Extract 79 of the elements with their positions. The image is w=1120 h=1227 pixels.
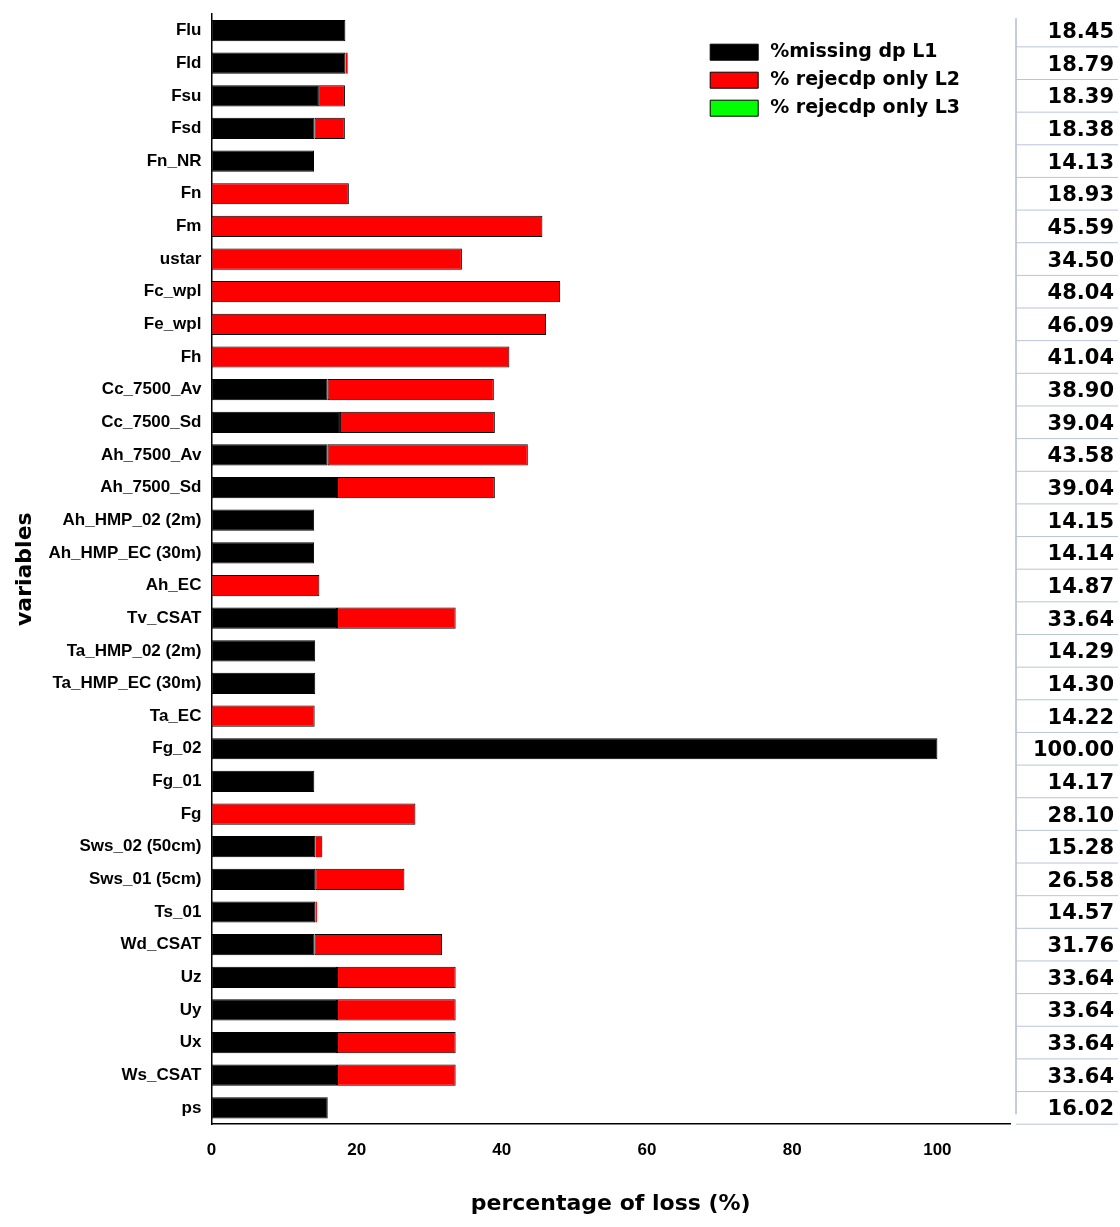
text: 33.64 [1047, 998, 1114, 1023]
y-tick-label: Fg_02 [152, 738, 202, 758]
y-tick-label: Fsu [171, 85, 202, 105]
y-tick-label: Ah_7500_Av [100, 444, 202, 464]
legend-label: %missing dp L1 [770, 39, 938, 62]
text: 18.45 [1047, 18, 1114, 43]
text: 14.29 [1047, 639, 1114, 664]
text: 18.39 [1047, 84, 1114, 109]
text: 15.28 [1047, 835, 1114, 860]
y-tick-label: Ta_HMP_02 (2m) [66, 640, 202, 660]
text: 39.04 [1047, 410, 1114, 435]
x-tick-label: 80 [782, 1140, 802, 1160]
y-tick-label: Fsd [171, 118, 202, 138]
y-tick-label: ustar [159, 248, 202, 268]
text: 33.64 [1047, 965, 1114, 990]
text: 14.87 [1047, 573, 1114, 598]
y-tick-label: Fn [180, 183, 202, 203]
y-tick-label: Ta_HMP_EC (30m) [52, 673, 202, 693]
text: 34.50 [1047, 247, 1114, 272]
y-tick-label: Sws_02 (50cm) [79, 836, 202, 856]
text: 18.38 [1047, 116, 1114, 141]
text: 16.02 [1047, 1096, 1114, 1121]
text: 14.30 [1047, 671, 1114, 696]
x-axis-title: percentage of loss (%) [470, 1189, 751, 1215]
text: 14.14 [1047, 541, 1114, 566]
y-tick-label: Uy [179, 999, 202, 1019]
x-tick-label: 100 [923, 1140, 952, 1160]
y-tick-label: Fg_01 [152, 771, 202, 791]
text: 48.04 [1047, 280, 1114, 305]
y-tick-label: Uz [180, 966, 202, 986]
y-tick-label: Ah_EC [145, 575, 202, 595]
x-tick-label: 0 [206, 1140, 217, 1160]
text: 14.13 [1047, 149, 1114, 174]
y-tick-label: Ta_EC [149, 705, 202, 725]
y-tick-label: Sws_01 (5cm) [88, 869, 202, 889]
legend-label: % rejecdp only L2 [770, 67, 961, 90]
text: 31.76 [1047, 933, 1114, 958]
text: 100.00 [1032, 737, 1114, 762]
y-tick-label: Fm [175, 216, 202, 236]
x-tick-label: 20 [347, 1140, 367, 1160]
y-tick-label: Ux [179, 1032, 202, 1052]
y-tick-label: Fn_NR [146, 150, 202, 170]
y-tick-label: Fc_wpl [143, 281, 202, 301]
text: 33.64 [1047, 1031, 1114, 1056]
text: 18.93 [1047, 182, 1114, 207]
x-tick-label: 60 [637, 1140, 657, 1160]
text: 28.10 [1047, 802, 1114, 827]
text: 38.90 [1047, 378, 1114, 403]
y-axis-title: variables [10, 512, 36, 627]
text: 14.57 [1047, 900, 1114, 925]
text: 14.15 [1047, 508, 1114, 533]
y-tick-label: Ws_CSAT [121, 1064, 203, 1084]
text: 46.09 [1047, 312, 1114, 337]
legend-label: % rejecdp only L3 [770, 95, 961, 118]
y-tick-label: Fh [180, 346, 202, 366]
text: 33.64 [1047, 1063, 1114, 1088]
y-tick-label: Fg [180, 803, 202, 823]
text: 43.58 [1047, 443, 1114, 468]
text: 26.58 [1047, 867, 1114, 892]
y-tick-label: Tv_CSAT [127, 607, 203, 627]
y-tick-label: Fld [175, 52, 202, 72]
y-tick-label: Ah_HMP_EC (30m) [48, 542, 202, 562]
text: 41.04 [1047, 345, 1114, 370]
text: 18.79 [1047, 51, 1114, 76]
y-tick-label: Ts_01 [154, 901, 202, 921]
x-tick-label: 40 [492, 1140, 512, 1160]
y-tick-label: Ah_7500_Sd [100, 477, 202, 497]
text: 14.22 [1047, 704, 1114, 729]
text: 33.64 [1047, 606, 1114, 631]
y-tick-label: Flu [175, 20, 202, 40]
y-tick-label: Wd_CSAT [120, 934, 203, 954]
text: 39.04 [1047, 476, 1114, 501]
text: 14.17 [1047, 769, 1114, 794]
text: 45.59 [1047, 214, 1114, 239]
y-tick-label: ps [181, 1097, 202, 1117]
y-tick-label: Ah_HMP_02 (2m) [62, 509, 202, 529]
y-tick-label: Cc_7500_Av [101, 379, 202, 399]
y-tick-label: Cc_7500_Sd [101, 411, 202, 431]
y-tick-label: Fe_wpl [143, 314, 202, 334]
